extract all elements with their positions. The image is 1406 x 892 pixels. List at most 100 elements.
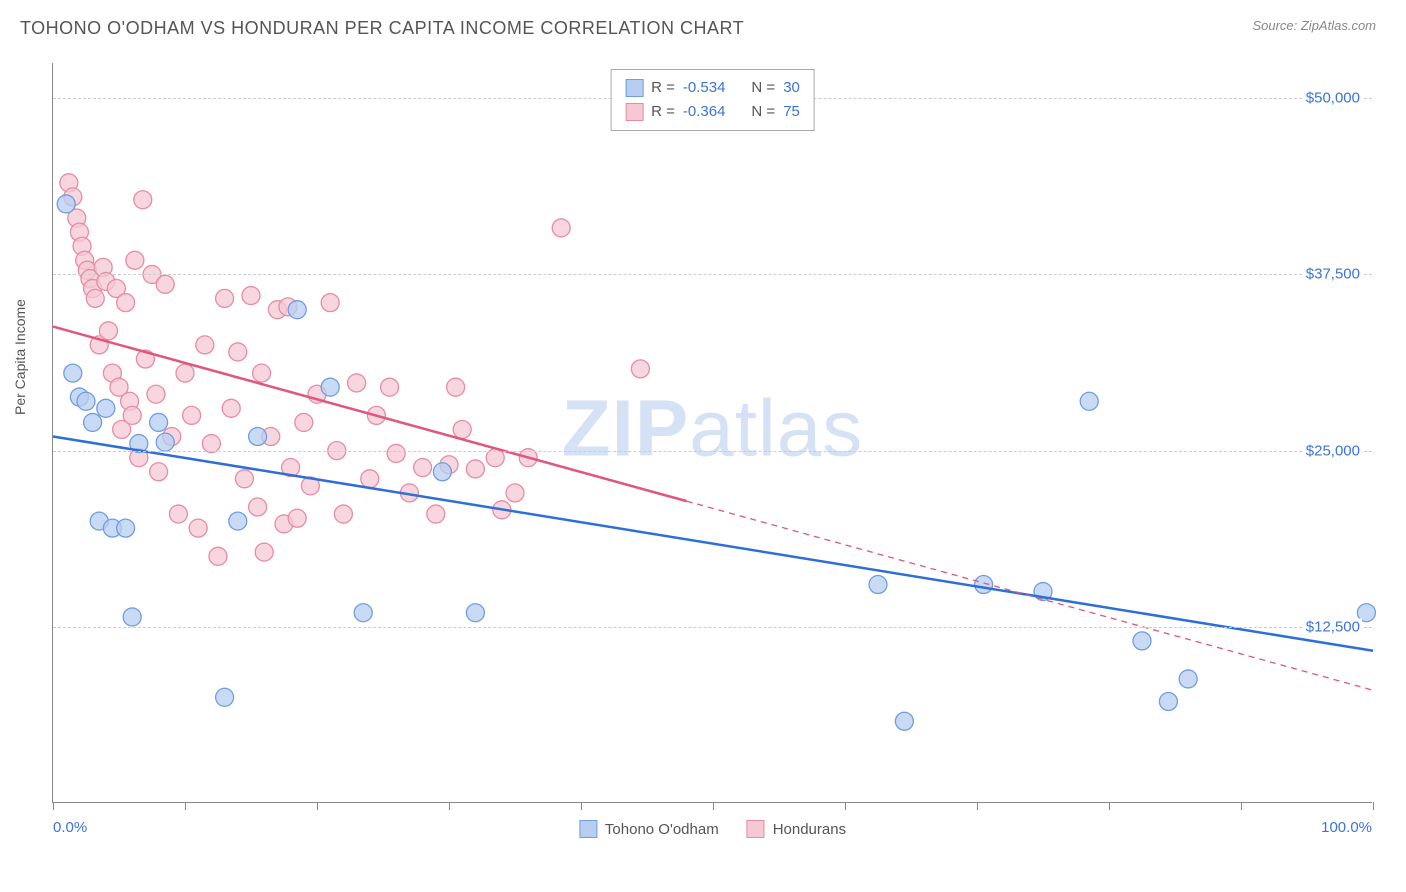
scatter-point — [321, 378, 339, 396]
scatter-point — [348, 374, 366, 392]
legend-n-value: 30 — [783, 76, 800, 100]
gridline — [53, 451, 1372, 452]
legend-row: R = -0.364 N = 75 — [625, 100, 800, 124]
scatter-point — [288, 301, 306, 319]
scatter-point — [147, 385, 165, 403]
scatter-point — [64, 364, 82, 382]
chart-container: Per Capita Income ZIPatlas R =-0.534N =3… — [20, 55, 1386, 875]
scatter-point — [117, 294, 135, 312]
legend-n-value: 75 — [783, 100, 800, 124]
correlation-legend: R = -0.534 N = 30R = -0.364 N = 75 — [610, 69, 815, 131]
y-tick-label: $37,500 — [1304, 266, 1362, 283]
y-tick-label: $50,000 — [1304, 90, 1362, 107]
scatter-point — [126, 251, 144, 269]
scatter-point — [354, 604, 372, 622]
scatter-point — [869, 576, 887, 594]
series-legend-item: Tohono O'odham — [579, 820, 719, 838]
x-tick — [1109, 802, 1110, 810]
x-tick — [449, 802, 450, 810]
y-tick-label: $12,500 — [1304, 618, 1362, 635]
scatter-point — [1133, 632, 1151, 650]
series-legend-item: Hondurans — [747, 820, 846, 838]
trend-line — [53, 437, 1373, 651]
scatter-point — [150, 413, 168, 431]
x-axis-min-label: 0.0% — [53, 819, 87, 836]
legend-r-value: -0.364 — [683, 100, 726, 124]
scatter-point — [77, 392, 95, 410]
series-legend-label: Hondurans — [773, 821, 846, 838]
x-tick — [977, 802, 978, 810]
legend-r-label: R = — [651, 100, 675, 124]
scatter-point — [134, 191, 152, 209]
scatter-point — [427, 505, 445, 523]
scatter-point — [209, 547, 227, 565]
scatter-point — [57, 195, 75, 213]
x-tick — [317, 802, 318, 810]
scatter-point — [169, 505, 187, 523]
scatter-point — [361, 470, 379, 488]
scatter-point — [453, 420, 471, 438]
scatter-point — [414, 459, 432, 477]
series-legend-label: Tohono O'odham — [605, 821, 719, 838]
scatter-point — [216, 688, 234, 706]
legend-row: R =-0.534N =30 — [625, 76, 800, 100]
scatter-point — [334, 505, 352, 523]
legend-r-label: R = — [651, 76, 675, 100]
scatter-point — [295, 413, 313, 431]
scatter-point — [381, 378, 399, 396]
gridline — [53, 627, 1372, 628]
scatter-svg — [53, 63, 1372, 802]
scatter-point — [222, 399, 240, 417]
scatter-point — [466, 460, 484, 478]
scatter-point — [123, 608, 141, 626]
scatter-point — [895, 712, 913, 730]
legend-swatch — [579, 820, 597, 838]
scatter-point — [86, 289, 104, 307]
scatter-point — [552, 219, 570, 237]
scatter-point — [229, 512, 247, 530]
y-axis-label: Per Capita Income — [12, 299, 28, 415]
scatter-point — [229, 343, 247, 361]
legend-r-value: -0.534 — [683, 76, 726, 100]
scatter-point — [1179, 670, 1197, 688]
plot-area: ZIPatlas R =-0.534N =30R =-0.364N =75 To… — [52, 63, 1372, 803]
scatter-point — [321, 294, 339, 312]
scatter-point — [123, 406, 141, 424]
scatter-point — [255, 543, 273, 561]
gridline — [53, 274, 1372, 275]
x-tick — [185, 802, 186, 810]
legend-swatch — [625, 79, 643, 97]
legend-n-label: N = — [751, 100, 775, 124]
scatter-point — [235, 470, 253, 488]
scatter-point — [288, 509, 306, 527]
series-legend: Tohono O'odham Hondurans — [579, 820, 846, 838]
chart-title: TOHONO O'ODHAM VS HONDURAN PER CAPITA IN… — [20, 18, 744, 39]
scatter-point — [216, 289, 234, 307]
scatter-point — [387, 444, 405, 462]
trend-line-extrapolated — [687, 501, 1373, 690]
scatter-point — [84, 413, 102, 431]
scatter-point — [466, 604, 484, 622]
scatter-point — [249, 498, 267, 516]
scatter-point — [242, 287, 260, 305]
scatter-point — [1159, 693, 1177, 711]
x-tick — [53, 802, 54, 810]
x-axis-max-label: 100.0% — [1321, 819, 1372, 836]
scatter-point — [183, 406, 201, 424]
scatter-point — [1080, 392, 1098, 410]
scatter-point — [447, 378, 465, 396]
scatter-point — [156, 433, 174, 451]
x-tick — [1373, 802, 1374, 810]
scatter-point — [176, 364, 194, 382]
scatter-point — [253, 364, 271, 382]
scatter-point — [249, 428, 267, 446]
scatter-point — [150, 463, 168, 481]
scatter-point — [433, 463, 451, 481]
legend-swatch — [747, 820, 765, 838]
source-attribution: Source: ZipAtlas.com — [1252, 18, 1376, 33]
scatter-point — [506, 484, 524, 502]
legend-swatch — [625, 103, 643, 121]
scatter-point — [156, 275, 174, 293]
scatter-point — [117, 519, 135, 537]
scatter-point — [97, 399, 115, 417]
